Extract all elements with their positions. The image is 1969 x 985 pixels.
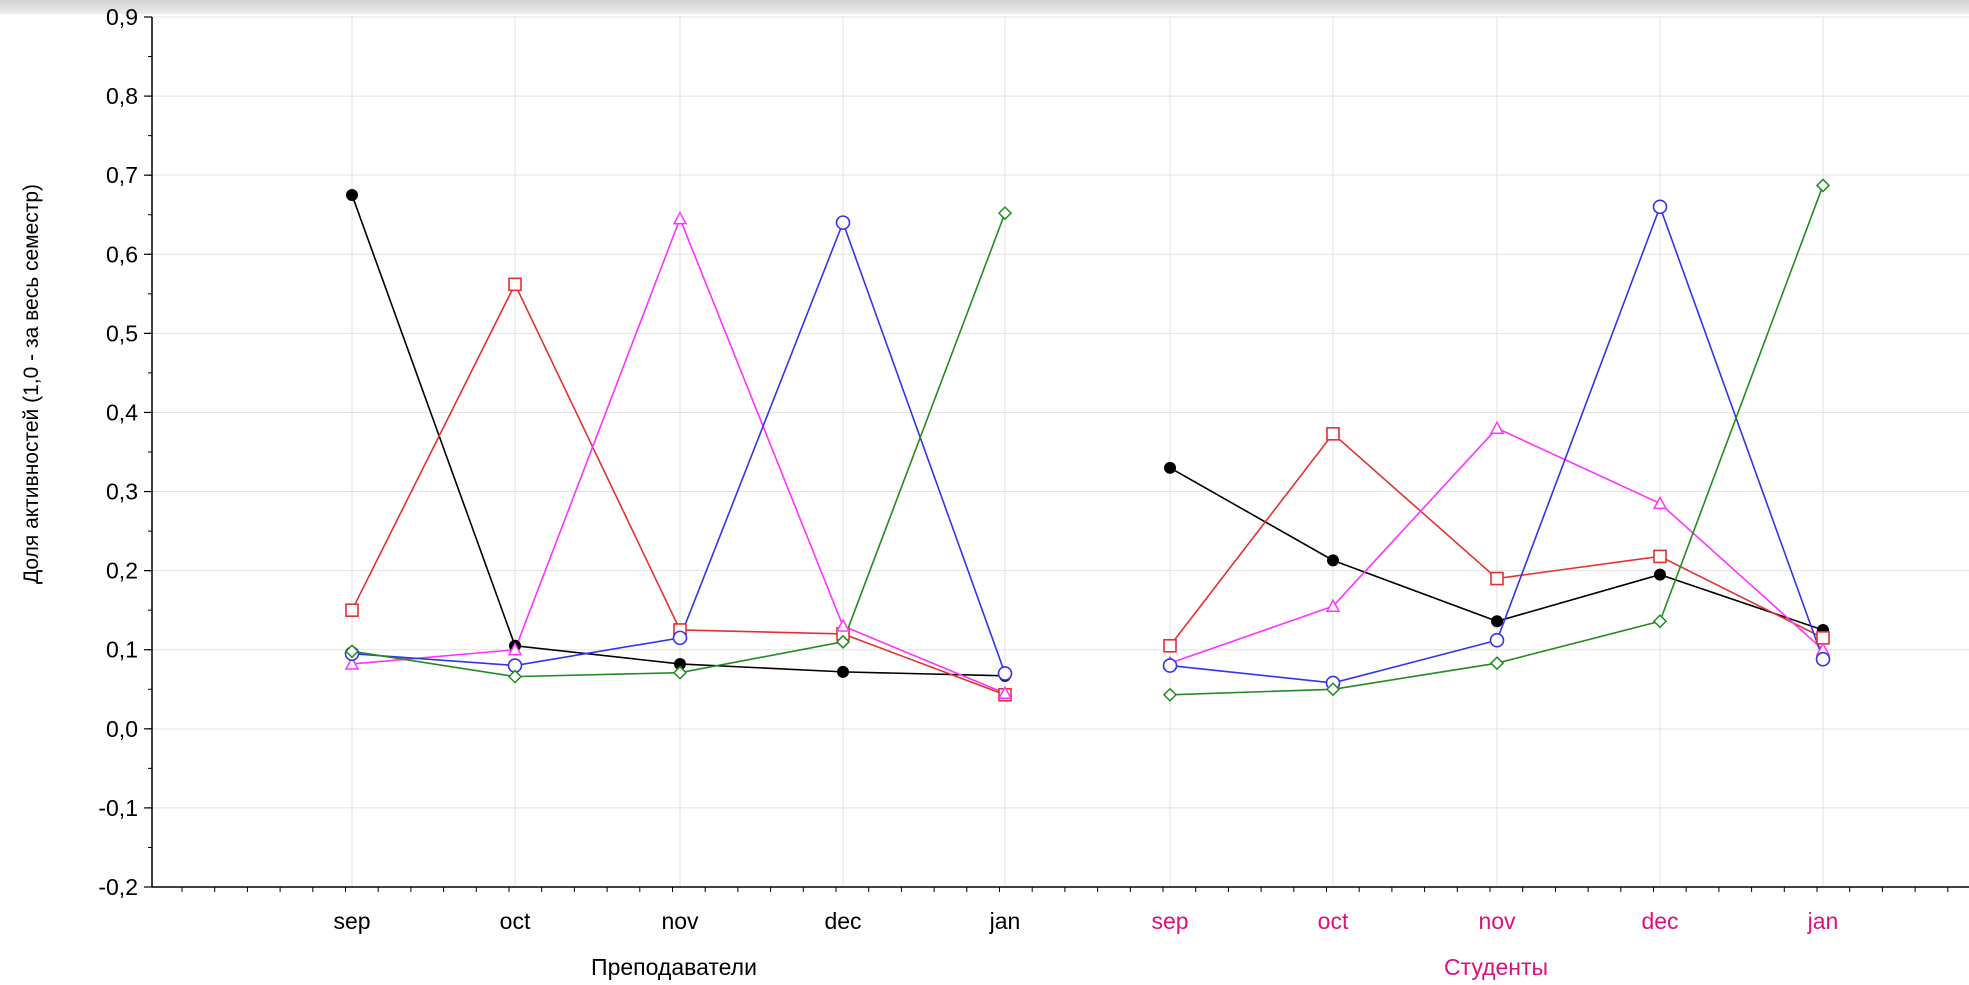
data-point bbox=[1490, 571, 1504, 586]
data-point bbox=[997, 666, 1013, 681]
y-tick-label: 0,8 bbox=[106, 83, 138, 109]
data-point bbox=[508, 277, 522, 292]
x-tick-label: jan bbox=[1807, 908, 1839, 934]
x-tick-label: sep bbox=[1151, 908, 1188, 934]
x-tick-label: nov bbox=[661, 908, 699, 934]
axis-labels: 0,9 0,8 0,7 0,6 0,5 0,4 0,3 0,2 0,1 0,0 -0,1 -0,2 se… bbox=[98, 4, 1838, 980]
data-point bbox=[1815, 178, 1831, 193]
y-tick-label: 0,9 bbox=[106, 4, 138, 30]
data-point bbox=[672, 665, 688, 680]
data-point bbox=[997, 685, 1013, 699]
data-point bbox=[344, 656, 360, 670]
data-point bbox=[1815, 651, 1831, 667]
series-line bbox=[351, 220, 1006, 674]
x-tick-label: jan bbox=[989, 908, 1021, 934]
y-tick-label: 0,0 bbox=[106, 716, 138, 742]
data-point bbox=[1162, 687, 1178, 702]
y-tick-label: -0,1 bbox=[98, 795, 138, 821]
data-point bbox=[1162, 658, 1178, 673]
x-group-label: Преподаватели bbox=[591, 954, 757, 980]
x-tick-label: dec bbox=[1641, 908, 1678, 934]
data-point bbox=[1816, 631, 1830, 645]
x-tick-label: sep bbox=[333, 908, 370, 934]
data-point bbox=[1489, 656, 1505, 671]
x-tick-label: oct bbox=[1318, 908, 1349, 934]
axes-layer bbox=[144, 16, 1969, 892]
data-point bbox=[1652, 614, 1668, 629]
series-line bbox=[351, 216, 1006, 694]
data-point bbox=[672, 630, 688, 646]
data-point bbox=[1325, 682, 1341, 697]
x-group-label: Студенты bbox=[1444, 954, 1548, 980]
data-point bbox=[835, 618, 851, 632]
data-point bbox=[1652, 495, 1668, 510]
y-tick-label: 0,3 bbox=[106, 479, 138, 505]
y-axis-label: Доля активностей (1,0 - за весь семестр) bbox=[20, 184, 43, 584]
data-point bbox=[1326, 427, 1340, 441]
data-point bbox=[1653, 549, 1667, 564]
data-point bbox=[507, 669, 523, 684]
data-point bbox=[835, 215, 851, 230]
data-point bbox=[345, 603, 359, 617]
data-point bbox=[997, 206, 1013, 221]
series-line bbox=[351, 212, 1006, 678]
window-top-bar bbox=[0, 0, 1969, 14]
data-point bbox=[1489, 420, 1505, 435]
data-point bbox=[1164, 461, 1176, 474]
data-point bbox=[1163, 638, 1177, 653]
data-point bbox=[835, 634, 851, 649]
series-lines bbox=[351, 185, 1824, 696]
series-markers bbox=[344, 178, 1831, 702]
y-tick-label: 0,2 bbox=[106, 558, 138, 584]
data-point bbox=[346, 188, 358, 201]
y-tick-label: 0,4 bbox=[106, 399, 138, 425]
y-tick-label: -0,2 bbox=[98, 874, 138, 900]
data-point bbox=[507, 642, 523, 656]
x-tick-label: oct bbox=[500, 908, 531, 934]
data-point bbox=[1652, 199, 1668, 215]
data-point bbox=[1327, 554, 1339, 567]
series-line bbox=[351, 194, 1006, 677]
y-tick-label: 0,7 bbox=[106, 162, 138, 188]
data-point bbox=[1325, 598, 1341, 612]
data-point bbox=[1654, 568, 1666, 581]
y-tick-label: 0,1 bbox=[106, 637, 138, 663]
y-tick-label: 0,6 bbox=[106, 241, 138, 267]
data-point bbox=[672, 211, 688, 225]
y-tick-label: 0,5 bbox=[106, 320, 138, 346]
x-tick-label: dec bbox=[824, 908, 861, 934]
data-point bbox=[1491, 615, 1503, 628]
data-point bbox=[837, 665, 849, 678]
x-tick-label: nov bbox=[1478, 908, 1516, 934]
grid-layer bbox=[152, 16, 1969, 888]
data-point bbox=[344, 644, 360, 659]
data-point bbox=[1489, 632, 1505, 648]
